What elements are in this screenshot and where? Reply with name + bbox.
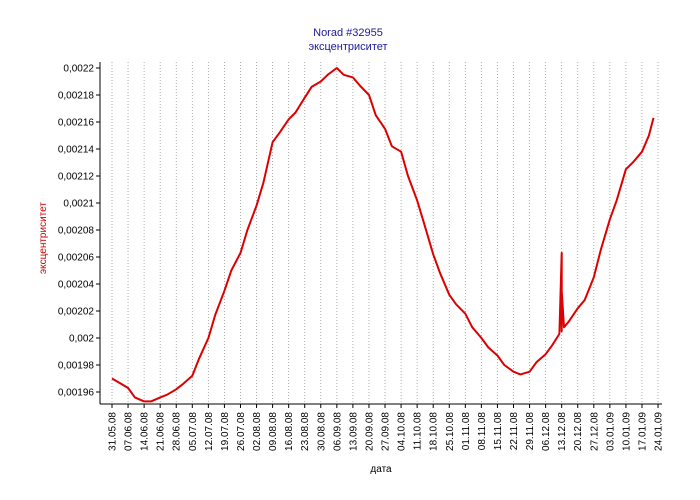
x-axis-label: дата (370, 464, 392, 475)
x-tick-label-24: 15.11.08 (493, 412, 504, 451)
x-tick-label-10: 09.08.08 (268, 412, 279, 451)
y-tick-label-7: 0,0021 (63, 199, 94, 210)
x-tick-label-34: 24.01.09 (654, 412, 665, 451)
x-tick-label-14: 06.09.08 (332, 412, 343, 451)
y-tick-label-9: 0,00214 (58, 145, 95, 156)
y-tick-label-0: 0,00196 (58, 388, 95, 399)
x-tick-label-5: 05.07.08 (188, 412, 199, 451)
x-tick-label-31: 03.01.09 (605, 412, 616, 451)
x-tick-label-6: 12.07.08 (204, 412, 215, 451)
x-tick-label-26: 29.11.08 (525, 412, 536, 451)
y-tick-label-12: 0,0022 (63, 64, 94, 75)
x-tick-label-32: 10.01.09 (621, 412, 632, 451)
x-tick-label-1: 07.06.08 (124, 412, 135, 451)
x-tick-label-20: 18.10.08 (429, 412, 440, 451)
x-tick-label-25: 22.11.08 (509, 412, 520, 451)
x-tick-label-18: 04.10.08 (397, 412, 408, 451)
x-tick-label-19: 11.10.08 (413, 412, 424, 451)
x-tick-label-23: 08.11.08 (477, 412, 488, 451)
y-ticks-layer: 0,00196 0,00198 0,002 0,00202 0,00204 0,00206… (58, 64, 95, 399)
x-tick-label-13: 30.08.08 (316, 412, 327, 451)
x-tick-label-28: 13.12.08 (557, 412, 568, 451)
y-tick-label-10: 0,00216 (58, 118, 95, 129)
x-tick-label-15: 13.09.08 (348, 412, 359, 451)
grid-layer (111, 62, 659, 404)
x-tick-label-22: 01.11.08 (461, 412, 472, 451)
series-line-0 (111, 67, 655, 403)
x-tick-label-33: 17.01.09 (637, 412, 648, 451)
chart-subtitle: эксцентриситет (308, 41, 387, 53)
x-tick-label-8: 26.07.08 (236, 412, 247, 451)
x-tick-label-30: 27.12.08 (589, 412, 600, 451)
y-tick-label-8: 0,00212 (58, 172, 95, 183)
y-tick-label-1: 0,00198 (58, 361, 95, 372)
y-tick-label-3: 0,00202 (58, 307, 95, 318)
x-tick-label-12: 23.08.08 (300, 412, 311, 451)
x-tick-label-9: 02.08.08 (252, 412, 263, 451)
x-tick-label-27: 06.12.08 (541, 412, 552, 451)
x-tick-label-0: 31.05.08 (108, 412, 119, 451)
y-tick-label-4: 0,00204 (58, 280, 95, 291)
axes-layer (96, 62, 662, 408)
x-tick-label-11: 16.08.08 (284, 412, 295, 451)
y-tick-label-11: 0,00218 (58, 91, 95, 102)
x-tick-label-21: 25.10.08 (445, 412, 456, 451)
x-tick-label-16: 20.09.08 (364, 412, 375, 451)
x-tick-label-3: 21.06.08 (156, 412, 167, 451)
y-tick-label-2: 0,002 (69, 334, 94, 345)
x-tick-label-7: 19.07.08 (220, 412, 231, 451)
y-axis-label: эксцентриситет (38, 202, 49, 274)
chart-title: Norad #32955 (313, 27, 383, 39)
x-tick-label-2: 14.06.08 (140, 412, 151, 451)
x-tick-label-4: 28.06.08 (172, 412, 183, 451)
y-tick-label-6: 0,00208 (58, 226, 95, 237)
x-ticks-layer: 31.05.08 07.06.08 14.06.08 21.06.08 28.06.08… (108, 412, 665, 451)
x-tick-label-17: 27.09.08 (381, 412, 392, 451)
y-tick-label-5: 0,00206 (58, 253, 95, 264)
series-layer (111, 67, 655, 403)
x-tick-label-29: 20.12.08 (573, 412, 584, 451)
